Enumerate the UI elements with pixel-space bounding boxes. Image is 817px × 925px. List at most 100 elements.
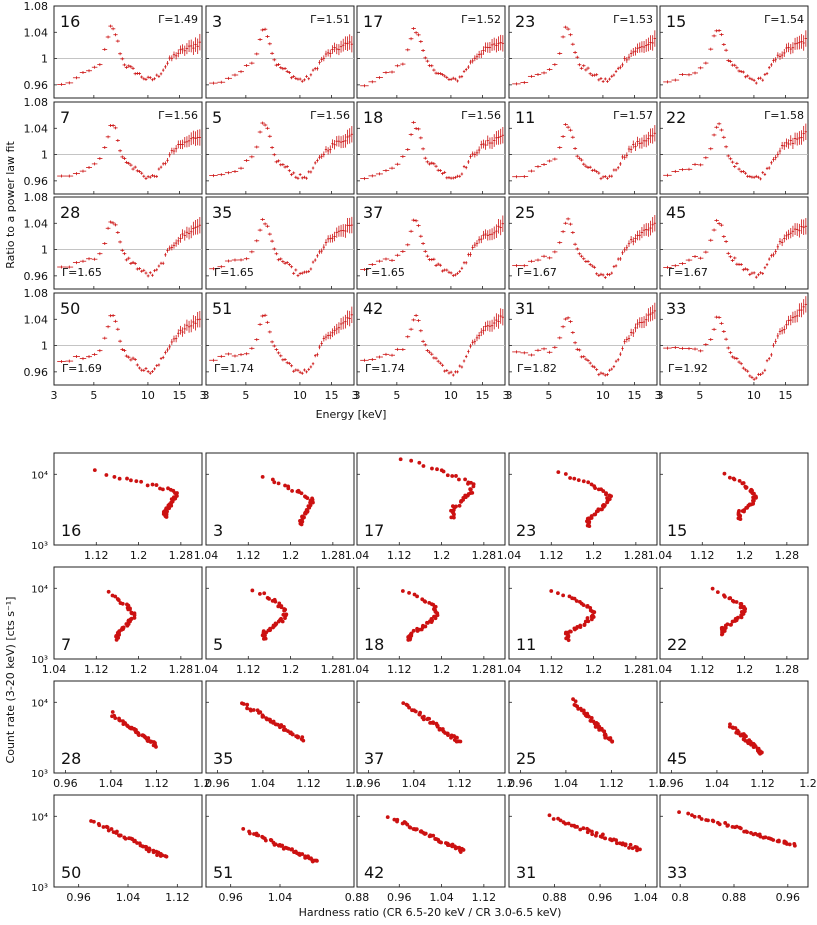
data-point <box>440 728 445 732</box>
x-tick-label: 1.04 <box>554 777 579 790</box>
x-tick-label: 1.12 <box>539 549 564 562</box>
data-point <box>283 616 287 620</box>
data-point <box>299 521 303 526</box>
gamma-label: Γ=1.54 <box>764 13 804 26</box>
x-tick-label: 1.12 <box>472 891 497 904</box>
data-point <box>710 586 715 591</box>
data-point <box>247 831 252 836</box>
data-point <box>299 491 304 496</box>
y-tick-label: 0.96 <box>24 366 49 379</box>
x-tick-label: 10 <box>141 389 155 402</box>
data-point <box>723 594 727 599</box>
data-point <box>267 596 271 601</box>
data-point <box>310 859 315 864</box>
panel-id-31: 31 <box>516 863 536 882</box>
data-point <box>454 739 459 744</box>
panel-id-5: 5 <box>213 635 223 654</box>
y-tick-label: 1 <box>41 149 48 162</box>
ratio-panel-15: 15 Γ=1.54 <box>659 5 809 99</box>
x-tick-label: 1.28 <box>169 663 194 676</box>
x-tick-label: 1.12 <box>690 549 715 562</box>
data-point <box>167 506 172 511</box>
x-tick-label: 1.12 <box>599 777 624 790</box>
data-point <box>726 823 730 828</box>
data-point <box>112 475 117 479</box>
data-point <box>578 827 583 832</box>
ratio-panel-35: 35 Γ=1.65 <box>205 196 355 290</box>
y-tick-label: 10⁴ <box>31 812 48 823</box>
data-point <box>307 505 312 510</box>
panel-frame <box>205 196 355 290</box>
data-point <box>398 457 403 462</box>
data-point <box>734 600 739 604</box>
data-point <box>719 632 724 637</box>
x-tick-label: 1.2 <box>345 777 363 790</box>
data-point <box>715 590 720 595</box>
hardness-panel-42: 0.88 0.96 1.04 1.12 42 <box>345 794 506 904</box>
x-tick-label: 5 <box>90 389 97 402</box>
data-point <box>578 625 583 629</box>
x-tick-label: 1.04 <box>99 777 124 790</box>
data-point <box>128 607 132 612</box>
data-point <box>251 708 256 712</box>
data-point <box>792 843 797 848</box>
panel-id-7: 7 <box>61 635 71 654</box>
panel-frame <box>205 5 355 99</box>
x-tick-label: 1.12 <box>539 663 564 676</box>
x-tick-label: 0.96 <box>387 891 412 904</box>
data-point <box>425 717 430 722</box>
data-point <box>241 702 246 706</box>
ratio-panel-23: 23 Γ=1.53 <box>508 5 658 99</box>
panel-frame <box>205 452 355 546</box>
hardness-panel-51: 0.96 1.04 51 <box>205 794 355 904</box>
data-point <box>405 822 410 827</box>
panel-frame <box>659 5 809 99</box>
hardness-panel-11: 1.04 1.12 1.2 1.28 11 <box>497 566 658 676</box>
ratio-panel-18: 18 Γ=1.56 <box>356 101 506 195</box>
data-point <box>129 611 134 616</box>
panel-id-16: 16 <box>60 12 80 31</box>
x-tick-label: 15 <box>628 389 642 402</box>
data-point <box>692 814 697 819</box>
data-point <box>148 740 153 744</box>
data-point <box>415 594 419 599</box>
data-point <box>433 616 438 621</box>
panel-frame <box>53 794 203 888</box>
panel-id-18: 18 <box>364 635 384 654</box>
x-tick-label-edge: 3 <box>503 389 510 402</box>
data-point <box>740 509 745 513</box>
x-tick-label: 0.88 <box>722 891 747 904</box>
panel-frame <box>205 101 355 195</box>
data-point <box>759 750 763 755</box>
gamma-label: Γ=1.65 <box>365 266 405 279</box>
data-point <box>421 464 426 468</box>
data-point <box>437 727 442 732</box>
data-point <box>137 733 141 738</box>
data-point <box>763 835 768 840</box>
data-point <box>588 718 593 723</box>
data-point <box>272 842 277 847</box>
data-point <box>787 842 792 847</box>
x-tick-label-edge: 3 <box>352 389 359 402</box>
data-point <box>784 842 789 846</box>
hardness-panel-23: 1.04 1.12 1.2 1.28 23 <box>497 452 658 562</box>
data-point <box>776 838 781 843</box>
x-tick-label: 15 <box>476 389 490 402</box>
gamma-label: Γ=1.57 <box>613 109 653 122</box>
data-point <box>413 709 418 714</box>
data-point <box>605 500 610 505</box>
data-point <box>736 730 741 735</box>
data-point <box>581 479 586 484</box>
data-point <box>573 699 578 704</box>
data-point <box>466 481 470 486</box>
data-point <box>585 604 590 609</box>
data-point <box>160 853 165 858</box>
ratio-panel-7: 7 Γ=1.56 0.96 1 1.04 1.08 <box>24 96 203 195</box>
data-point <box>610 739 615 744</box>
panel-frame <box>53 452 203 546</box>
y-tick-label: 10³ <box>31 883 48 894</box>
data-point <box>572 626 577 631</box>
panel-frame <box>356 5 506 99</box>
